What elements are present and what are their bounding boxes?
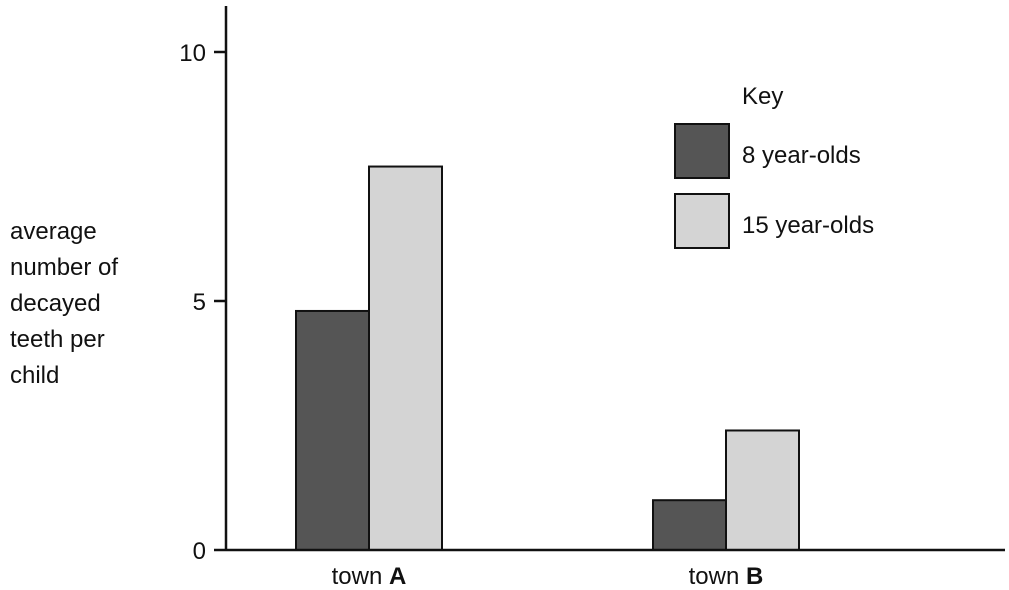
y-axis-label-line: decayed	[10, 290, 101, 317]
legend-swatch-15-year-olds	[674, 193, 730, 249]
legend: Key 8 year-olds 15 year-olds	[674, 83, 874, 249]
x-category-label: town A	[332, 563, 407, 590]
legend-label-8-year-olds: 8 year-olds	[742, 142, 861, 169]
y-tick-label: 5	[193, 289, 206, 316]
bar-b-8-year-olds	[652, 499, 727, 552]
y-axis-label: average number of decayed teeth per chil…	[10, 214, 160, 394]
y-axis-label-line: child	[10, 362, 60, 389]
legend-label-15-year-olds: 15 year-olds	[742, 212, 874, 239]
y-tick-label: 0	[193, 538, 206, 565]
y-axis-label-line: number of	[10, 254, 119, 281]
bar-b-15-year-olds	[725, 429, 800, 552]
y-tick-label: 10	[179, 40, 206, 67]
legend-swatch-8-year-olds	[674, 123, 730, 179]
bars-group	[295, 165, 800, 552]
bar-a-15-year-olds	[368, 165, 443, 551]
y-axis-label-line: teeth per	[10, 326, 105, 353]
legend-title: Key	[742, 83, 783, 110]
y-ticks-group: 0 5 10	[179, 40, 226, 565]
x-category-label: town B	[689, 563, 764, 590]
x-labels-group: town A town B	[332, 563, 764, 590]
bar-a-8-year-olds	[295, 309, 370, 551]
y-axis-label-line: average	[10, 218, 97, 245]
